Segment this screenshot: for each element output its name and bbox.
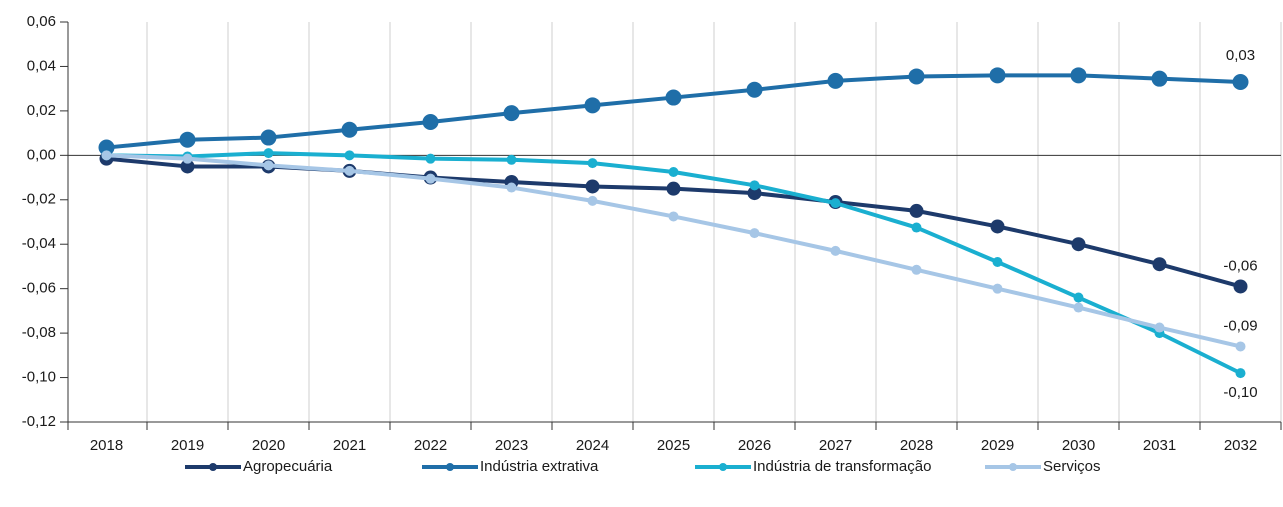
point bbox=[990, 219, 1005, 234]
series-line bbox=[106, 73, 1241, 150]
x-tick-label: 2022 bbox=[414, 437, 447, 454]
point bbox=[584, 97, 601, 114]
point bbox=[98, 139, 115, 156]
value-label: -0,09 bbox=[1223, 317, 1257, 334]
point bbox=[668, 211, 679, 222]
point bbox=[1151, 70, 1168, 87]
point bbox=[992, 283, 1003, 294]
point bbox=[179, 131, 196, 148]
value-label: -0,06 bbox=[1223, 257, 1257, 274]
legend-label: Serviços bbox=[1043, 458, 1101, 475]
y-tick-label: -0,06 bbox=[22, 280, 56, 297]
point bbox=[908, 68, 925, 85]
point bbox=[665, 89, 682, 106]
point bbox=[422, 114, 439, 130]
point bbox=[506, 154, 517, 165]
x-tick-label: 2020 bbox=[252, 437, 285, 454]
point bbox=[503, 105, 520, 122]
point bbox=[182, 153, 193, 164]
y-tick-label: 0,04 bbox=[27, 57, 56, 74]
point bbox=[587, 158, 598, 169]
x-tick-label: 2026 bbox=[738, 437, 771, 454]
y-tick-label: -0,02 bbox=[22, 191, 56, 208]
x-tick-label: 2030 bbox=[1062, 437, 1095, 454]
point bbox=[746, 81, 763, 98]
point bbox=[1073, 292, 1084, 303]
point bbox=[749, 180, 760, 191]
x-tick-label: 2024 bbox=[576, 437, 609, 454]
point bbox=[1235, 368, 1246, 379]
point bbox=[1070, 67, 1087, 84]
point bbox=[506, 182, 517, 193]
point bbox=[1235, 341, 1246, 352]
x-tick-label: 2018 bbox=[90, 437, 123, 454]
point bbox=[263, 148, 274, 159]
point bbox=[585, 179, 600, 194]
x-tick-label: 2032 bbox=[1224, 437, 1257, 454]
legend-dot bbox=[719, 463, 727, 471]
point bbox=[668, 167, 679, 177]
y-tick-label: -0,10 bbox=[22, 369, 56, 386]
point bbox=[992, 257, 1003, 267]
point bbox=[911, 222, 922, 233]
point bbox=[1152, 257, 1167, 272]
point bbox=[666, 181, 681, 196]
y-tick-label: -0,04 bbox=[22, 235, 56, 252]
legend-label: Indústria de transformação bbox=[753, 458, 931, 475]
point bbox=[830, 198, 841, 209]
point bbox=[827, 72, 844, 89]
x-tick-label: 2028 bbox=[900, 437, 933, 454]
y-tick-label: -0,08 bbox=[22, 324, 56, 341]
point bbox=[1073, 302, 1084, 313]
x-tick-label: 2019 bbox=[171, 437, 204, 454]
point bbox=[180, 159, 195, 174]
legend-label: Indústria extrativa bbox=[480, 458, 599, 475]
y-tick-label: -0,12 bbox=[22, 413, 56, 430]
point bbox=[830, 245, 841, 256]
point bbox=[344, 165, 355, 176]
x-tick-label: 2025 bbox=[657, 437, 690, 454]
point bbox=[1071, 237, 1086, 252]
point bbox=[587, 195, 598, 206]
point bbox=[909, 203, 924, 218]
y-tick-label: 0,02 bbox=[27, 102, 56, 119]
point bbox=[1232, 74, 1249, 90]
point bbox=[747, 186, 762, 201]
point bbox=[101, 150, 112, 161]
y-tick-label: 0,00 bbox=[27, 146, 56, 163]
x-tick-label: 2023 bbox=[495, 437, 528, 454]
value-label: 0,03 bbox=[1226, 47, 1255, 64]
point bbox=[344, 150, 355, 161]
x-tick-label: 2027 bbox=[819, 437, 852, 454]
point bbox=[989, 67, 1006, 84]
y-tick-label: 0,06 bbox=[27, 13, 56, 30]
point bbox=[749, 228, 760, 239]
legend-dot bbox=[446, 463, 454, 471]
point bbox=[341, 121, 358, 138]
legend-dot bbox=[1009, 463, 1017, 471]
x-tick-label: 2021 bbox=[333, 437, 366, 454]
value-label: -0,10 bbox=[1223, 384, 1257, 401]
point bbox=[260, 129, 277, 146]
point bbox=[1233, 279, 1248, 294]
point bbox=[425, 173, 436, 184]
point bbox=[263, 160, 274, 171]
legend-dot bbox=[209, 463, 217, 471]
point bbox=[1154, 322, 1165, 333]
x-tick-label: 2031 bbox=[1143, 437, 1176, 454]
point bbox=[425, 153, 436, 164]
point bbox=[911, 264, 922, 275]
legend-label: Agropecuária bbox=[243, 458, 333, 475]
series-line bbox=[106, 156, 1242, 289]
x-tick-label: 2029 bbox=[981, 437, 1014, 454]
